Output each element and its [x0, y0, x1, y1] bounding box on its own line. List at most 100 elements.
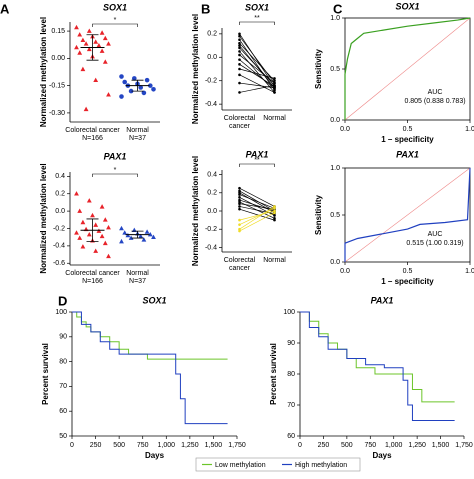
- paired-point: [273, 205, 276, 208]
- x-tick-label: 1.0: [465, 126, 474, 133]
- data-point: [122, 230, 128, 235]
- y-tick-label: -0.2: [205, 78, 217, 85]
- panel-title: PAX1: [104, 151, 127, 161]
- paired-line: [239, 51, 275, 93]
- paired-point: [238, 38, 241, 42]
- y-tick-label: 0.2: [207, 31, 217, 38]
- panel-letter: B: [201, 1, 210, 16]
- x-tick-label: 500: [113, 442, 125, 449]
- paired-point: [238, 91, 241, 94]
- significance-bracket: [92, 173, 138, 177]
- significance-bracket: [92, 23, 138, 27]
- data-point: [74, 191, 79, 196]
- x-tick-label: 0.0: [340, 126, 350, 133]
- paired-line: [239, 85, 275, 93]
- y-tick-label: 60: [59, 408, 67, 415]
- paired-point: [238, 73, 241, 77]
- survival-curve: [300, 311, 455, 421]
- paired-point: [238, 193, 241, 196]
- panel-letter: A: [0, 1, 10, 16]
- panel-title: SOX1: [142, 295, 166, 305]
- panel-title: SOX1: [245, 2, 269, 12]
- panel-letter: D: [58, 293, 67, 308]
- data-point: [77, 208, 83, 213]
- data-point: [147, 231, 153, 237]
- data-point: [93, 222, 99, 227]
- data-point: [77, 50, 83, 55]
- panel-title: SOX1: [103, 2, 127, 12]
- paired-line: [239, 54, 275, 84]
- paired-point: [238, 50, 241, 53]
- paired-line: [239, 39, 275, 91]
- data-point: [90, 212, 95, 218]
- paired-line: [239, 64, 275, 87]
- paired-line: [239, 210, 275, 221]
- data-point: [141, 237, 147, 242]
- paired-point: [273, 81, 276, 85]
- data-point: [77, 235, 83, 240]
- paired-point: [238, 223, 241, 226]
- reference-line: [344, 167, 471, 263]
- x-tick-label: 1,000: [158, 442, 176, 449]
- data-point: [86, 46, 92, 52]
- data-point: [93, 39, 99, 44]
- y-tick-label: 0.5: [330, 66, 340, 73]
- paired-point: [238, 218, 241, 222]
- x-category-label: Normal: [263, 115, 286, 122]
- y-axis-label: Percent survival: [269, 343, 278, 405]
- paired-point: [238, 32, 241, 36]
- paired-point: [273, 84, 276, 87]
- y-tick-label: 90: [287, 340, 295, 347]
- y-tick-label: 0.4: [55, 173, 65, 180]
- paired-point: [273, 214, 276, 217]
- significance-label: *: [114, 167, 117, 174]
- paired-point: [238, 200, 241, 204]
- data-point: [86, 231, 92, 237]
- y-tick-label: 0.0: [207, 208, 217, 215]
- paired-point: [273, 77, 276, 80]
- y-tick-label: 60: [287, 433, 295, 440]
- data-point: [99, 30, 105, 35]
- paired-point: [238, 67, 241, 71]
- paired-line: [239, 206, 275, 230]
- data-point: [106, 41, 111, 46]
- paired-point: [238, 46, 241, 50]
- paired-point: [273, 211, 276, 215]
- y-axis-label: Normalized methylation level: [191, 14, 200, 124]
- data-point: [138, 233, 144, 239]
- data-point: [122, 79, 127, 85]
- paired-line: [239, 194, 275, 209]
- auc-label: AUC: [428, 89, 443, 96]
- paired-point: [238, 198, 241, 202]
- paired-point: [273, 91, 276, 94]
- data-point: [106, 253, 111, 259]
- panel-title: SOX1: [395, 1, 419, 11]
- x-category-label: cancer: [229, 265, 251, 272]
- paired-point: [238, 41, 241, 45]
- x-tick-label: 1,000: [385, 442, 403, 449]
- data-point: [99, 233, 105, 239]
- sd-whisker: [131, 230, 144, 239]
- data-point: [151, 86, 156, 92]
- y-tick-label: 0.0: [330, 259, 340, 266]
- significance-bracket: [239, 21, 275, 25]
- y-tick-label: -0.2: [205, 226, 217, 233]
- data-point: [99, 204, 105, 209]
- x-tick-label: 250: [90, 442, 102, 449]
- y-tick-label: 100: [283, 309, 295, 316]
- y-tick-label: 1.0: [330, 15, 340, 22]
- panel-title: PAX1: [371, 295, 394, 305]
- paired-line: [239, 212, 275, 232]
- y-tick-label: 80: [59, 358, 67, 365]
- y-axis-label: Percent survival: [41, 343, 50, 405]
- x-tick-label: 0: [70, 442, 74, 449]
- paired-point: [273, 206, 276, 210]
- paired-point: [273, 218, 276, 222]
- sd-whisker: [131, 79, 144, 92]
- y-tick-label: -0.15: [49, 82, 65, 89]
- y-axis-label: Normalized methylation level: [191, 156, 200, 266]
- paired-line: [239, 187, 275, 207]
- y-tick-label: 0.4: [207, 171, 217, 178]
- significance-bracket: [239, 163, 275, 167]
